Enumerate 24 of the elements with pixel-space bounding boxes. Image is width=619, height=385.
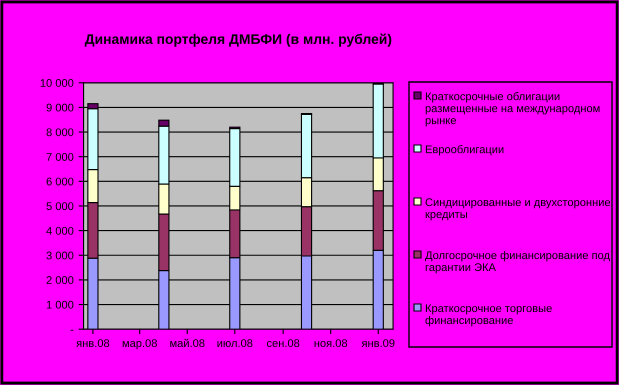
y-tick-label: 3 000 [46, 252, 74, 260]
y-tick-label: 9 000 [46, 104, 74, 112]
y-tick-label: 10 000 [40, 79, 74, 87]
y-tick-label: 6 000 [46, 178, 74, 186]
legend-label: Еврооблигации [426, 145, 504, 156]
y-tick-label: 7 000 [46, 152, 74, 161]
x-tick-label: янв.09 [362, 339, 394, 348]
y-tick-label: - [70, 330, 74, 331]
legend-label: Краткосрочные облигации размещенные на международном рынке [426, 92, 600, 126]
x-tick-label: сен.08 [266, 339, 300, 348]
y-tick-label: 2 000 [46, 276, 74, 284]
y-tick-label: 1 000 [46, 300, 74, 309]
y-tick-label: 5 000 [46, 202, 74, 210]
x-tick-label: янв.08 [76, 339, 110, 348]
y-tick-label: 8 000 [46, 128, 74, 136]
legend-label: Долгосрочное финансирование под гарантии ЭКА [425, 251, 610, 274]
x-tick-label: июл.08 [217, 339, 252, 348]
legend-label: Краткосрочное торговые финансирование [425, 304, 552, 326]
x-tick-label: мар.08 [122, 339, 157, 350]
legend-label: Синдицированные и двухсторонние кредиты [426, 198, 610, 220]
y-tick-label: 4 000 [46, 226, 74, 235]
chart-title: Динамика портфеля ДМБФИ (в млн. рублей) [84, 34, 392, 47]
x-tick-label: май.08 [170, 338, 205, 348]
x-tick-label: ноя.08 [314, 339, 348, 348]
